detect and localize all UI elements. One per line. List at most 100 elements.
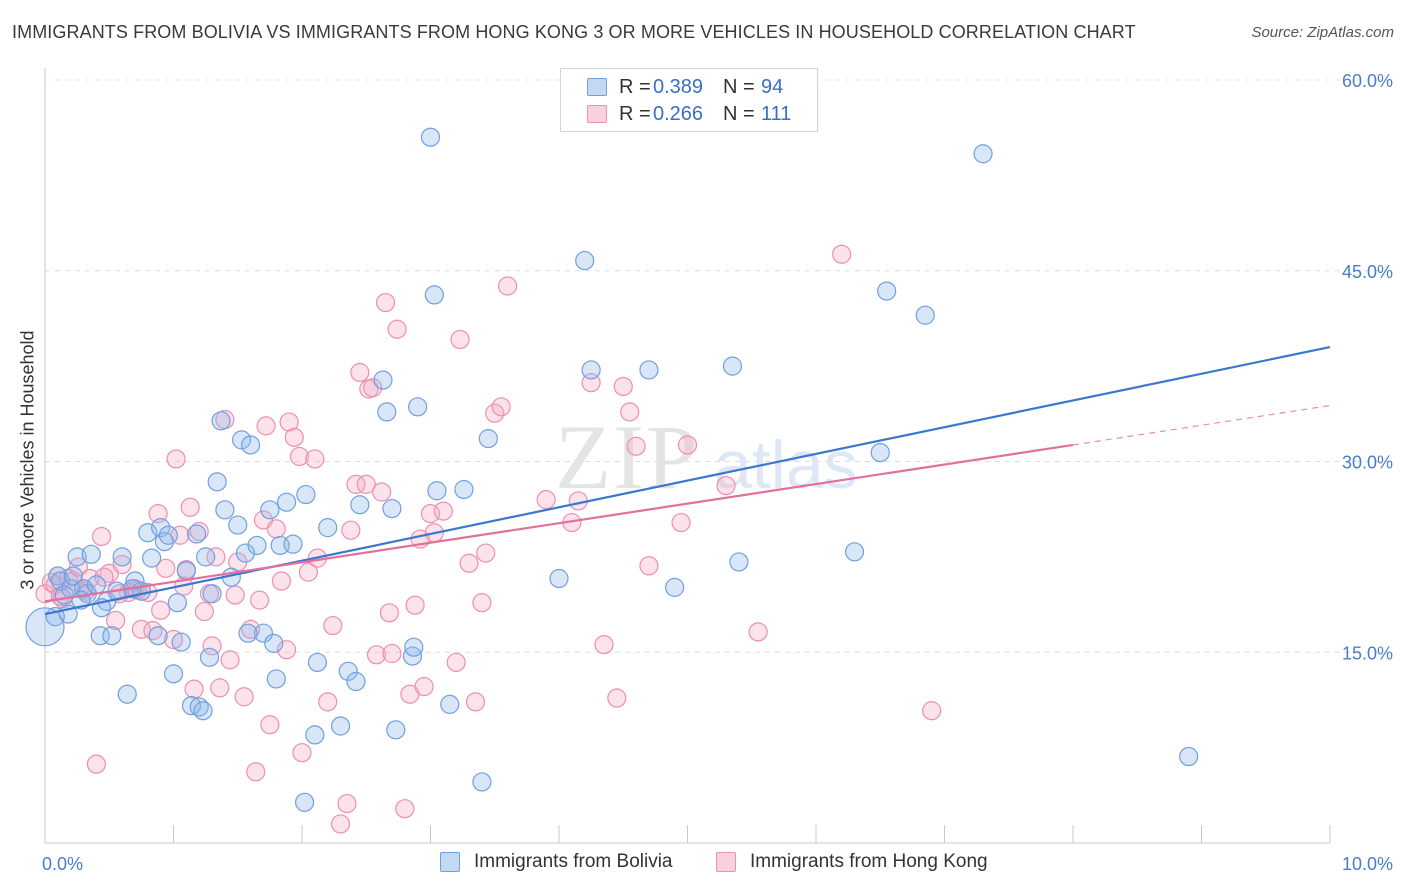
hongkong-point: [491, 397, 511, 417]
hongkong-point: [91, 526, 112, 547]
hongkong-point: [626, 436, 646, 456]
bolivia-point: [915, 305, 935, 325]
bolivia-point: [158, 525, 178, 545]
bolivia-point: [211, 411, 231, 431]
bolivia-point: [235, 543, 256, 563]
hongkong-point: [363, 378, 383, 398]
bolivia-point: [330, 716, 351, 736]
bolivia-point: [207, 472, 227, 492]
y-tick-label: 30.0%: [1342, 453, 1393, 473]
bolivia-point: [253, 623, 274, 643]
watermark-zip: ZIP: [555, 406, 699, 508]
bolivia-point: [196, 547, 216, 567]
bolivia-point: [247, 535, 267, 556]
bolivia-point: [163, 664, 184, 684]
bolivia-point: [346, 671, 366, 692]
hongkong-point: [148, 504, 168, 524]
hongkong-point: [284, 427, 304, 447]
legend-swatch-bolivia: [440, 852, 460, 872]
hongkong-point: [210, 678, 230, 698]
bolivia-point: [264, 633, 284, 653]
hongkong-point: [279, 412, 299, 432]
hongkong-point: [202, 636, 222, 656]
bolivia-point: [296, 484, 316, 505]
bolivia-point: [228, 515, 248, 535]
hongkong-point: [260, 715, 280, 735]
hongkong-point: [341, 520, 361, 540]
bolivia-point: [86, 575, 107, 595]
legend-n-value: 94: [761, 75, 784, 98]
hongkong-point: [220, 650, 240, 670]
trend-lines: [44, 345, 1331, 616]
bolivia-point: [408, 397, 428, 417]
hongkong-point: [184, 679, 204, 699]
bolivia-point: [440, 694, 460, 714]
source-label: Source: ZipAtlas.com: [1251, 24, 1394, 41]
legend-row-bolivia: R = 0.389 N = 94: [587, 74, 783, 100]
hongkong-point: [180, 497, 200, 517]
bolivia-point: [148, 626, 168, 646]
y-tick-label: 60.0%: [1342, 71, 1393, 91]
legend-swatch-hongkong: [716, 852, 736, 872]
bolivia-point: [665, 577, 685, 597]
bolivia-point: [193, 701, 213, 721]
hongkong-point: [163, 629, 184, 650]
hongkong-point: [68, 557, 89, 577]
hongkong-point: [189, 521, 209, 542]
y-tick-label: 45.0%: [1342, 262, 1393, 282]
hongkong-point: [922, 701, 942, 721]
hongkong-point: [246, 762, 266, 782]
y-tick-label: 15.0%: [1342, 643, 1393, 663]
hongkong-point: [465, 692, 486, 712]
legend-item-hongkong: Immigrants from Hong Kong: [716, 851, 988, 873]
bolivia-point: [63, 566, 83, 586]
legend-n-label: N =: [723, 102, 755, 125]
bolivia-point: [241, 435, 261, 455]
hongkong-point: [832, 244, 852, 264]
bolivia-point: [25, 607, 65, 647]
hongkong-point: [498, 276, 518, 296]
hongkong-point: [194, 601, 214, 622]
hongkong-point: [748, 622, 768, 642]
legend-n-value: 111: [761, 102, 792, 125]
bolivia-point: [125, 571, 145, 591]
bolivia-point: [102, 626, 122, 646]
hongkong-point: [112, 554, 132, 575]
watermark-atlas: atlas: [714, 427, 858, 503]
bolivia-point: [472, 772, 492, 792]
bolivia-point: [377, 402, 397, 422]
legend-row-hongkong: R = 0.266 N = 111: [587, 101, 791, 127]
hongkong-point: [472, 593, 492, 613]
axes: [44, 68, 1331, 844]
legend-label-bolivia: Immigrants from Bolivia: [474, 851, 673, 872]
hongkong-point: [433, 501, 453, 521]
hongkong-point: [387, 319, 407, 339]
bolivia-point: [187, 524, 207, 544]
hongkong-point: [156, 558, 176, 578]
series-bolivia-points: [25, 127, 1199, 812]
hongkong-point: [249, 590, 270, 610]
hongkong-point: [476, 543, 496, 563]
legend-swatch-bolivia: [587, 78, 607, 96]
hongkong-point: [382, 643, 402, 664]
x-tick-label-left: 0.0%: [42, 854, 83, 874]
bolivia-point: [581, 360, 601, 380]
bolivia-point: [307, 652, 328, 673]
legend-r-label: R =: [619, 102, 651, 125]
bolivia-trend-line: [44, 345, 1331, 616]
bolivia-point: [722, 356, 743, 376]
bolivia-point: [238, 623, 258, 643]
stats-legend: R = 0.389 N = 94 R = 0.266 N = 111: [560, 68, 818, 132]
hongkong-point: [716, 476, 736, 496]
hongkong-point: [151, 600, 171, 620]
bolivia-point: [478, 429, 498, 449]
legend-r-value: 0.266: [653, 102, 704, 125]
chart-title: IMMIGRANTS FROM BOLIVIA VS IMMIGRANTS FR…: [12, 22, 1136, 42]
bolivia-point: [382, 498, 402, 519]
y-axis-label: 3 or more Vehicles in Household: [17, 330, 38, 590]
hongkong-point: [613, 376, 633, 397]
bottom-legend: Immigrants from Bolivia Immigrants from …: [0, 851, 1406, 879]
bolivia-point: [973, 144, 993, 164]
legend-swatch-hongkong: [587, 105, 607, 123]
hongkong-point: [94, 567, 114, 587]
